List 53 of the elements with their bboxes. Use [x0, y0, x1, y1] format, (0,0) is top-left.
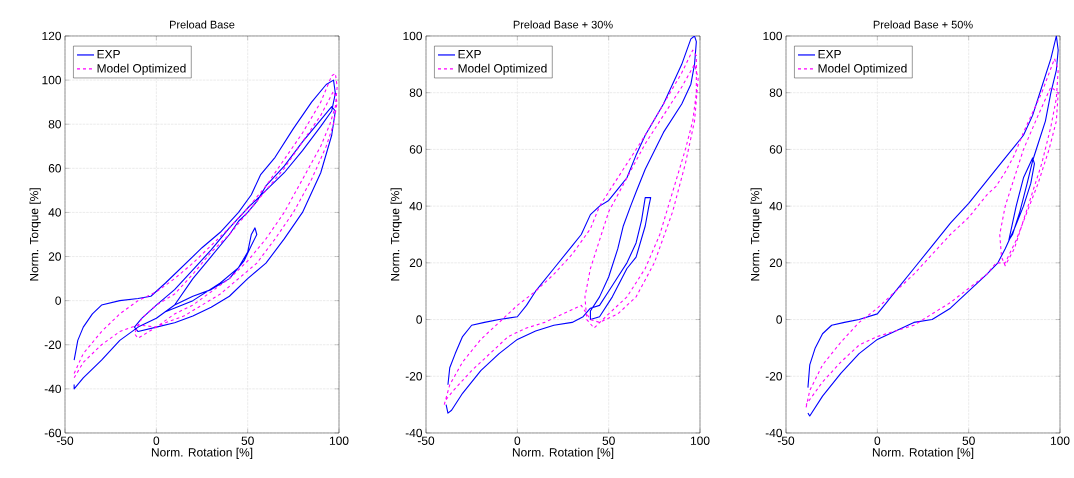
y-tick-label: -20 [405, 372, 423, 381]
y-axis-title: Norm. Torque [%] [29, 188, 41, 281]
x-tick-label: -50 [417, 436, 435, 445]
y-tick-label: 100 [763, 31, 783, 41]
y-axis-title: Norm. Torque [%] [390, 188, 402, 281]
x-tick-label: -50 [777, 436, 795, 445]
y-tick-label: 40 [409, 201, 423, 211]
x-axis-title: Norm. Rotation [%] [872, 447, 974, 459]
y-tick-label: -40 [405, 428, 423, 438]
legend-label: EXP [458, 50, 481, 59]
legend-label: Model Optimized [458, 63, 547, 75]
y-tick-label: 120 [42, 31, 62, 41]
y-tick-label: -40 [44, 384, 62, 394]
chart-title: Preload Base [170, 20, 235, 29]
y-tick-label: -60 [44, 428, 62, 438]
y-tick-label: 60 [48, 164, 62, 173]
chart-title: Preload Base + 30% [513, 20, 613, 29]
x-tick-label: 50 [241, 436, 254, 445]
x-tick-label: 0 [874, 436, 881, 445]
x-tick-label: 100 [690, 436, 710, 445]
y-tick-label: 100 [403, 31, 423, 41]
y-tick-label: -20 [44, 340, 62, 349]
legend-label: EXP [97, 50, 120, 59]
legend-label: EXP [818, 50, 841, 59]
y-tick-label: 60 [769, 145, 783, 154]
y-tick-label: 80 [769, 88, 783, 97]
y-tick-label: 80 [48, 119, 62, 129]
x-tick-label: -50 [56, 436, 74, 445]
x-tick-label: 50 [602, 436, 615, 445]
y-tick-label: 20 [409, 258, 423, 268]
x-tick-label: 100 [329, 436, 349, 445]
x-tick-label: 100 [1050, 436, 1070, 445]
y-tick-label: 0 [416, 315, 423, 324]
y-tick-label: 80 [409, 88, 423, 97]
y-tick-label: 0 [776, 315, 783, 324]
y-tick-label: 40 [769, 201, 783, 211]
y-tick-label: 60 [409, 145, 423, 154]
y-tick-label: 100 [42, 75, 62, 85]
x-axis-title: Norm. Rotation [%] [512, 447, 614, 459]
x-tick-label: 0 [153, 436, 160, 445]
y-tick-label: -20 [765, 372, 783, 381]
y-axis-title: Norm. Torque [%] [750, 188, 762, 281]
chart-title: Preload Base + 50% [873, 20, 973, 29]
y-tick-label: 40 [48, 208, 62, 217]
x-tick-label: 0 [514, 436, 521, 445]
y-tick-label: -40 [765, 428, 783, 438]
legend-label: Model Optimized [97, 63, 186, 75]
x-tick-label: 50 [962, 436, 975, 445]
y-tick-label: 0 [55, 296, 62, 305]
x-axis-title: Norm. Rotation [%] [151, 447, 253, 459]
legend-label: Model Optimized [818, 63, 907, 75]
y-tick-label: 20 [48, 252, 62, 261]
y-tick-label: 20 [769, 258, 783, 268]
